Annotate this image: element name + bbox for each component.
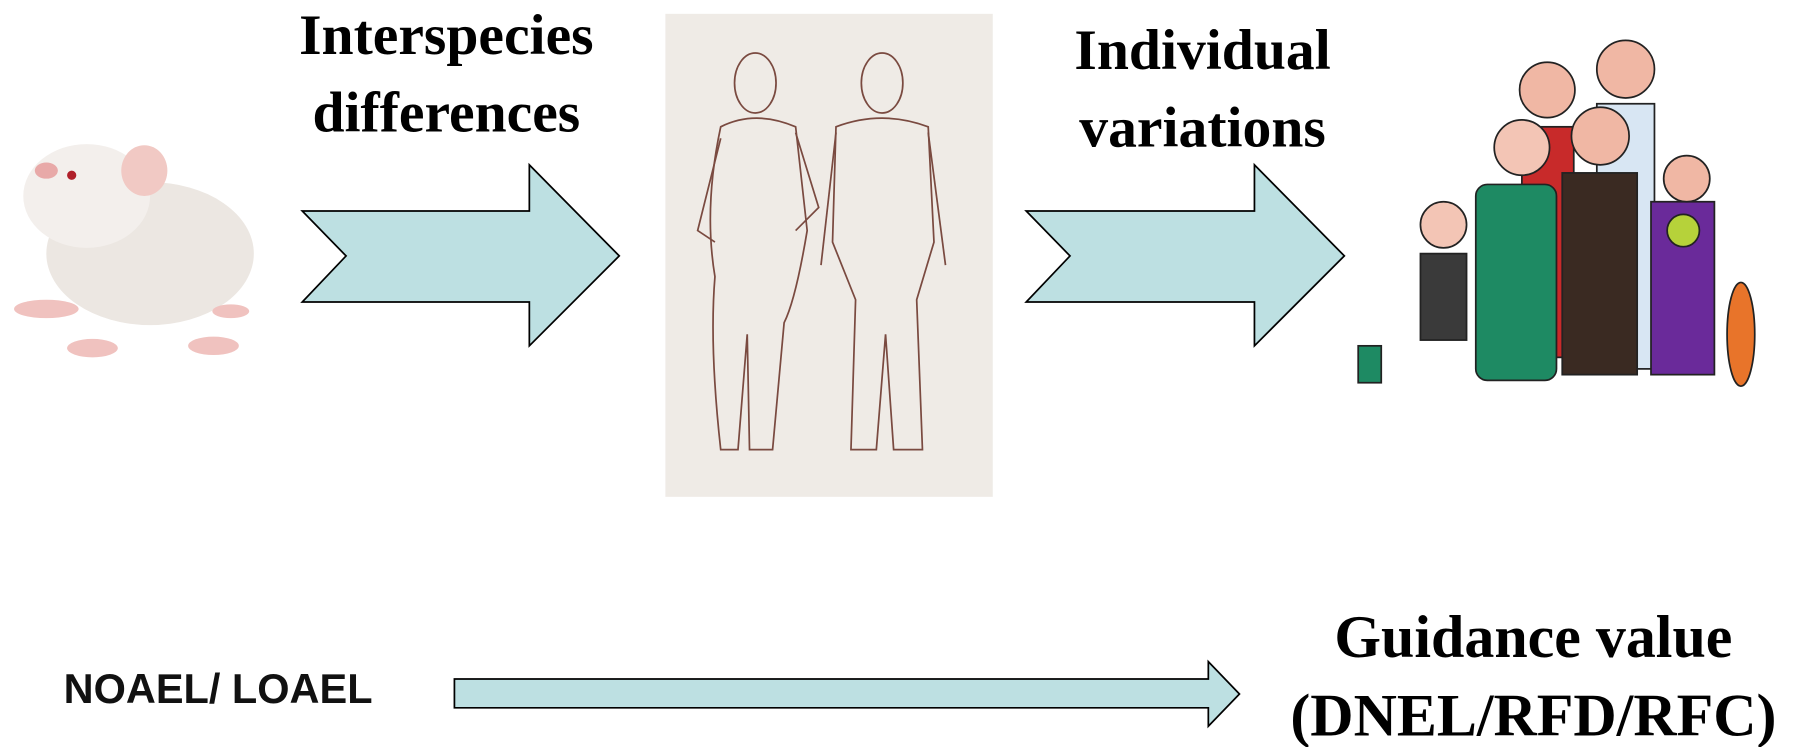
rat-image: [14, 144, 254, 358]
family-image: [1357, 39, 1756, 388]
transition-label: variations: [1079, 96, 1326, 159]
end-label: Guidance value: [1334, 604, 1732, 670]
long-arrow: [453, 659, 1241, 729]
transition-label: differences: [312, 81, 580, 144]
end-label: (DNEL/RFD/RFC): [1290, 682, 1776, 747]
transition-label: Individual: [1074, 19, 1330, 82]
start-label: NOAEL/ LOAEL: [64, 665, 373, 712]
human-figures-image: [665, 13, 993, 497]
arrow: [1024, 162, 1346, 348]
arrow: [300, 162, 621, 348]
transition-label: Interspecies: [299, 4, 593, 67]
